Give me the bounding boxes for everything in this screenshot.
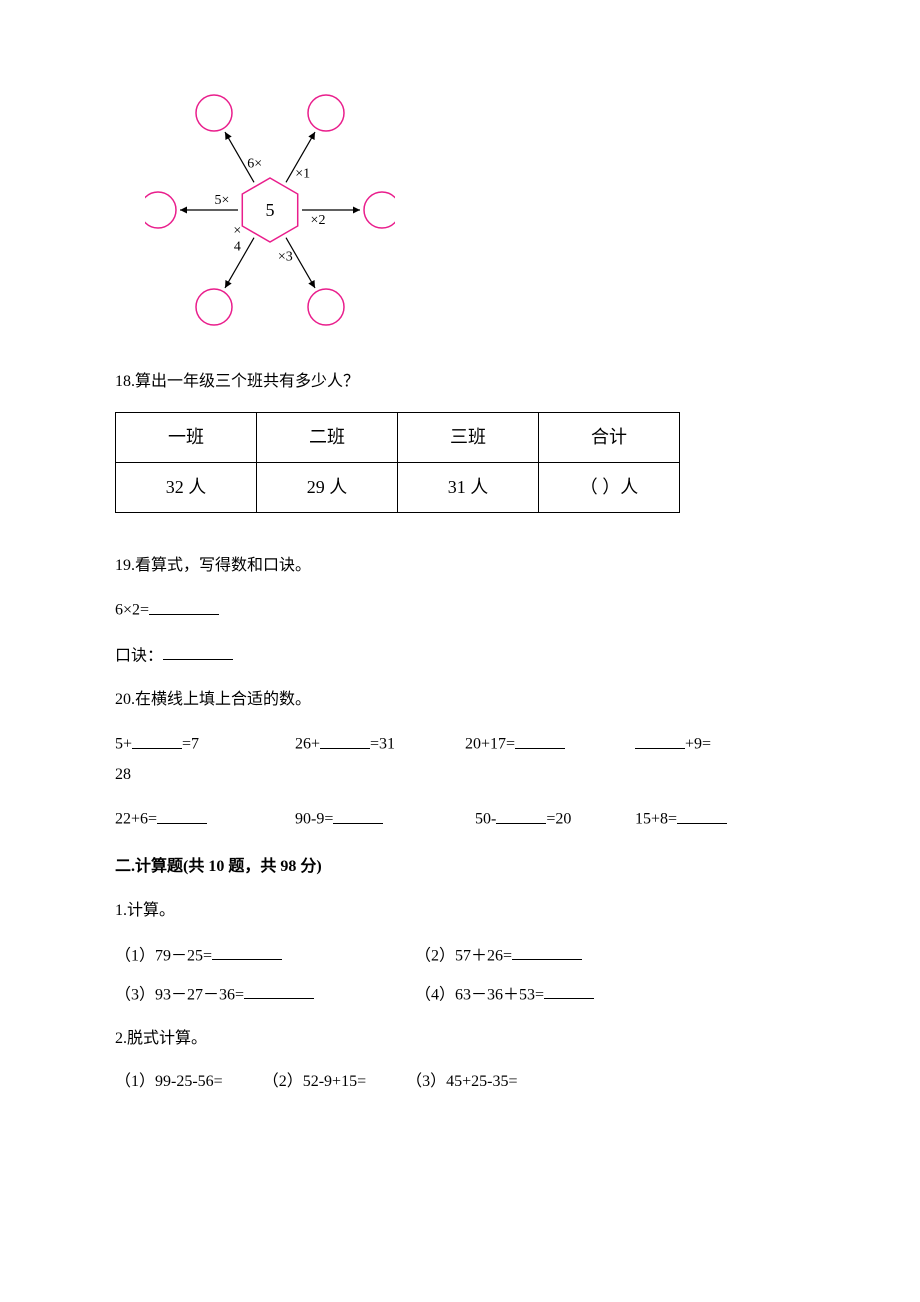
q19-expr: 6×2=: [115, 602, 149, 619]
q18-table: 一班二班三班合计 32 人29 人31 人（ ）人: [115, 412, 680, 513]
svg-text:6×: 6×: [247, 156, 262, 171]
q18-data-cell: 32 人: [116, 462, 257, 512]
q19-prompt: 19.看算式，写得数和口诀。: [115, 553, 805, 579]
fill-item: 20+17=: [465, 730, 635, 757]
calc-expr: 57＋26=: [455, 947, 512, 964]
step-calc-expr: 99-25-56=: [155, 1073, 223, 1090]
fill-post: =7: [182, 736, 199, 753]
q18-data-cell: （ ）人: [539, 462, 680, 512]
step-calc-item: （3）45+25-35=: [406, 1069, 517, 1095]
svg-text:×2: ×2: [311, 213, 326, 228]
q18-data-cell: 29 人: [257, 462, 398, 512]
step-calc-item: （2）52-9+15=: [263, 1069, 366, 1095]
fill-pre: 5+: [115, 736, 132, 753]
calc-item: （1）79－25=: [115, 942, 415, 969]
fill-pre: 90-9=: [295, 811, 333, 828]
calc-blank[interactable]: [544, 981, 594, 1000]
fill-item: 26+ =31: [295, 730, 465, 757]
fill-post: =20: [546, 811, 571, 828]
fill-item: 90-9=: [295, 805, 475, 832]
s2-q1-prompt: 1.计算。: [115, 898, 805, 924]
svg-text:×: ×: [233, 224, 241, 239]
calc-expr: 79－25=: [155, 947, 212, 964]
q19-line2: 口诀：: [115, 642, 805, 669]
section2-title: 二.计算题(共 10 题，共 98 分): [115, 854, 805, 880]
q18-header-cell: 一班: [116, 413, 257, 463]
fill-blank[interactable]: [157, 805, 207, 824]
fill-pre: 26+: [295, 736, 320, 753]
fill-pre: 15+8=: [635, 811, 677, 828]
hex-diagram-svg: 5 ×1 ×2 ×3 4× 5× 6×: [145, 90, 395, 330]
fill-blank[interactable]: [132, 730, 182, 749]
q20-row1-tail: 28: [115, 762, 805, 788]
s2-q2-items: （1）99-25-56= （2）52-9+15= （3）45+25-35=: [115, 1069, 805, 1095]
fill-item: +9=: [635, 730, 755, 757]
calc-blank[interactable]: [212, 942, 282, 961]
fill-item: 15+8=: [635, 805, 775, 832]
fill-post: =31: [370, 736, 395, 753]
q20-row1: 5+ =7 26+ =31 20+17= +9=: [115, 730, 805, 757]
q18-header-cell: 合计: [539, 413, 680, 463]
step-calc-num: （2）: [263, 1073, 303, 1090]
q19-koujue-label: 口诀：: [115, 647, 163, 664]
calc-num: （1）: [115, 947, 155, 964]
calc-item: （2）57＋26=: [415, 942, 675, 969]
fill-pre: 22+6=: [115, 811, 157, 828]
calc-num: （4）: [415, 986, 455, 1003]
q19-blank2[interactable]: [163, 642, 233, 661]
fill-post: +9=: [685, 736, 711, 753]
fill-pre: 50-: [475, 811, 496, 828]
q18-header-cell: 三班: [398, 413, 539, 463]
fill-blank[interactable]: [496, 805, 546, 824]
calc-expr: 63－36＋53=: [455, 986, 544, 1003]
s2-q2-prompt: 2.脱式计算。: [115, 1026, 805, 1052]
q18-data-cell: 31 人: [398, 462, 539, 512]
step-calc-item: （1）99-25-56=: [115, 1069, 223, 1095]
fill-item: 22+6=: [115, 805, 295, 832]
q19-blank1[interactable]: [149, 596, 219, 615]
svg-text:4: 4: [234, 240, 241, 255]
q20-row2: 22+6= 90-9= 50- =20 15+8=: [115, 805, 805, 832]
fill-blank[interactable]: [333, 805, 383, 824]
fill-item: 5+ =7: [115, 730, 295, 757]
calc-num: （3）: [115, 986, 155, 1003]
step-calc-expr: 52-9+15=: [303, 1073, 366, 1090]
calc-item: （3）93－27－36=: [115, 981, 415, 1008]
step-calc-num: （3）: [406, 1073, 446, 1090]
fill-blank[interactable]: [677, 805, 727, 824]
svg-text:×3: ×3: [278, 250, 293, 265]
fill-blank[interactable]: [635, 730, 685, 749]
q18-header-cell: 二班: [257, 413, 398, 463]
s2-q1-items: （1）79－25=（2）57＋26=（3）93－27－36=（4）63－36＋5…: [115, 942, 805, 1008]
svg-text:×1: ×1: [295, 166, 310, 181]
calc-blank[interactable]: [512, 942, 582, 961]
step-calc-expr: 45+25-35=: [446, 1073, 517, 1090]
svg-text:5: 5: [266, 200, 275, 220]
fill-item: 50- =20: [475, 805, 635, 832]
svg-text:5×: 5×: [215, 193, 230, 208]
hex-diagram: 5 ×1 ×2 ×3 4× 5× 6×: [145, 90, 805, 339]
calc-item: （4）63－36＋53=: [415, 981, 675, 1008]
fill-blank[interactable]: [320, 730, 370, 749]
fill-blank[interactable]: [515, 730, 565, 749]
step-calc-num: （1）: [115, 1073, 155, 1090]
calc-blank[interactable]: [244, 981, 314, 1000]
calc-expr: 93－27－36=: [155, 986, 244, 1003]
fill-pre: 20+17=: [465, 736, 515, 753]
calc-num: （2）: [415, 947, 455, 964]
q19-line1: 6×2=: [115, 596, 805, 623]
q20-prompt: 20.在横线上填上合适的数。: [115, 687, 805, 713]
q18-prompt: 18.算出一年级三个班共有多少人？: [115, 369, 805, 395]
